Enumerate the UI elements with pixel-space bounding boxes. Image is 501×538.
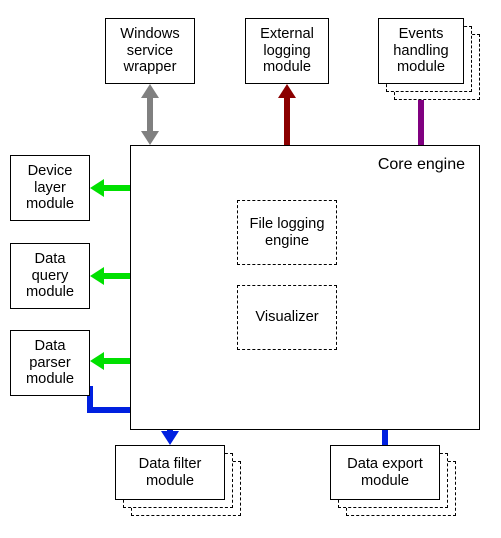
device_layer-box: Device layer module xyxy=(10,155,90,221)
file_logging-box: File logging engine xyxy=(237,200,337,265)
windows_service-label: Windows service wrapper xyxy=(110,26,190,77)
external_logging-box: External logging module xyxy=(245,18,329,84)
visualizer-box: Visualizer xyxy=(237,285,337,350)
device_layer-label: Device layer module xyxy=(15,163,85,214)
architecture-diagram: Core engine File logging engine Visualizer… xyxy=(0,0,501,538)
data_query-box: Data query module xyxy=(10,243,90,309)
data_query-label: Data query module xyxy=(15,251,85,302)
windows_service-box: Windows service wrapper xyxy=(105,18,195,84)
data_filter-box: Data filter module xyxy=(115,445,225,500)
visualizer-label: Visualizer xyxy=(255,309,318,326)
data_parser-box: Data parser module xyxy=(10,330,90,396)
data_filter-label: Data filter module xyxy=(120,456,220,490)
events_handling-label: Events handling module xyxy=(383,26,459,77)
file_logging-label: File logging engine xyxy=(242,216,332,250)
data_export-label: Data export module xyxy=(335,456,435,490)
data_export-box: Data export module xyxy=(330,445,440,500)
external_logging-label: External logging module xyxy=(250,26,324,77)
data_parser-label: Data parser module xyxy=(15,338,85,389)
events_handling-box: Events handling module xyxy=(378,18,464,84)
core_engine-label: Core engine xyxy=(378,150,475,174)
